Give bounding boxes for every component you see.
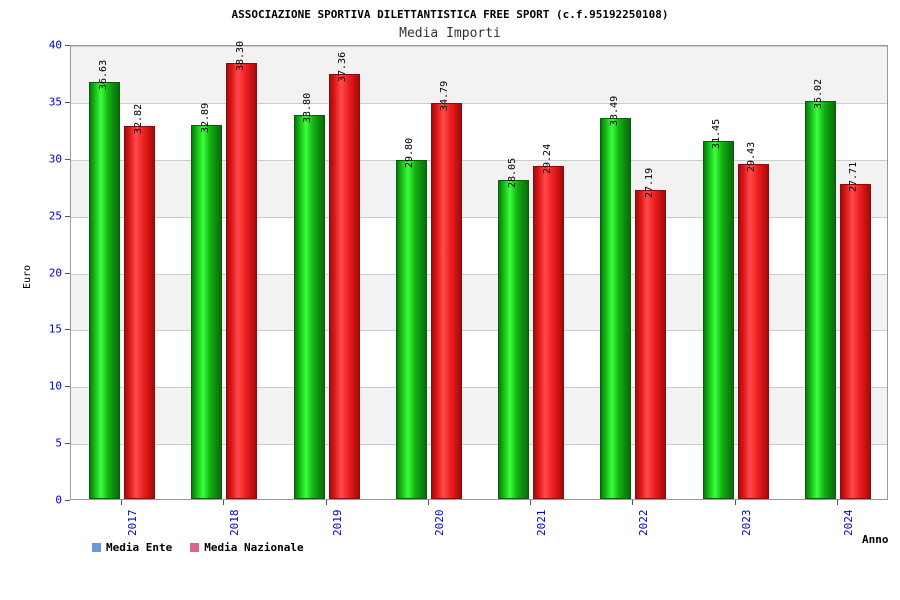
x-tick-label-2022: 2022 bbox=[637, 509, 651, 537]
y-tick-mark bbox=[65, 329, 70, 331]
y-tick-label: 15 bbox=[48, 322, 62, 336]
plot-band bbox=[71, 46, 887, 103]
y-tick-label: 20 bbox=[48, 266, 62, 279]
bar-value-label: 33.49 bbox=[608, 95, 620, 127]
y-gridline bbox=[71, 159, 887, 161]
bar-media-ente-2024 bbox=[804, 100, 836, 499]
bar-media-nazionale-2023 bbox=[737, 164, 769, 499]
chart-subtitle: Media Importi bbox=[399, 26, 501, 41]
bar-value-label: 29.43 bbox=[746, 142, 758, 173]
y-gridline bbox=[71, 273, 887, 275]
legend-label-media-nazionale: Media Nazionale bbox=[204, 541, 304, 554]
x-tick-label-2017: 2017 bbox=[126, 509, 140, 537]
x-axis-title: Anno bbox=[862, 533, 889, 546]
y-tick-label: 25 bbox=[48, 209, 62, 223]
bar-value-label: 27.19 bbox=[643, 167, 655, 198]
y-gridline bbox=[71, 216, 887, 218]
y-gridline bbox=[71, 330, 887, 332]
plot-area bbox=[70, 45, 888, 500]
bar-value-label: 38.30 bbox=[234, 41, 246, 72]
bar-value-label: 35.02 bbox=[813, 78, 825, 109]
x-tick-mark bbox=[121, 500, 123, 505]
legend-swatch-media-nazionale bbox=[190, 543, 200, 552]
bar-value-label: 32.82 bbox=[132, 103, 144, 134]
bar-media-ente-2022 bbox=[600, 118, 632, 499]
chart-legend: Media Ente Media Nazionale bbox=[92, 541, 304, 554]
y-tick-label: 35 bbox=[48, 95, 62, 109]
x-tick-mark bbox=[325, 500, 327, 505]
bar-value-label: 27.71 bbox=[848, 161, 860, 192]
legend-swatch-media-ente bbox=[92, 543, 101, 552]
bar-value-label: 31.45 bbox=[711, 119, 723, 150]
y-tick-mark bbox=[65, 386, 70, 388]
y-tick-mark bbox=[65, 45, 70, 46]
y-gridline bbox=[71, 387, 887, 389]
bar-media-nazionale-2024 bbox=[839, 183, 871, 499]
bar-media-nazionale-2017 bbox=[124, 125, 156, 499]
legend-label-media-ente: Media Ente bbox=[106, 541, 173, 554]
y-tick-mark bbox=[65, 101, 70, 103]
x-tick-mark bbox=[836, 500, 838, 505]
y-tick-mark bbox=[65, 443, 70, 445]
bar-media-nazionale-2021 bbox=[533, 166, 565, 499]
y-gridline bbox=[71, 46, 887, 47]
x-tick-label-2021: 2021 bbox=[535, 509, 549, 537]
y-tick-label: 10 bbox=[48, 379, 62, 393]
bar-media-ente-2018 bbox=[191, 124, 223, 499]
bar-value-label: 32.89 bbox=[199, 102, 211, 133]
x-tick-mark bbox=[632, 500, 634, 505]
x-tick-mark bbox=[427, 500, 429, 505]
y-tick-label: 0 bbox=[55, 493, 62, 507]
y-tick-mark bbox=[65, 500, 70, 501]
bar-value-label: 28.05 bbox=[506, 157, 518, 188]
y-tick-mark bbox=[65, 272, 70, 274]
bar-value-label: 29.24 bbox=[541, 144, 553, 175]
bar-value-label: 34.79 bbox=[439, 81, 451, 112]
x-tick-label-2019: 2019 bbox=[330, 509, 344, 537]
bar-media-nazionale-2022 bbox=[635, 189, 667, 499]
y-axis-title: Euro bbox=[22, 264, 33, 289]
x-tick-label-2023: 2023 bbox=[739, 509, 753, 537]
bar-value-label: 29.80 bbox=[404, 137, 416, 169]
bar-media-nazionale-2019 bbox=[328, 74, 360, 499]
x-tick-mark bbox=[223, 500, 225, 505]
x-tick-label-2018: 2018 bbox=[228, 509, 242, 537]
bar-media-nazionale-2020 bbox=[430, 103, 462, 499]
bar-value-label: 37.36 bbox=[337, 51, 349, 83]
legend-item-media-ente: Media Ente bbox=[92, 541, 172, 554]
x-tick-mark bbox=[734, 500, 736, 505]
chart-title: ASSOCIAZIONE SPORTIVA DILETTANTISTICA FR… bbox=[231, 8, 669, 21]
y-tick-label: 30 bbox=[48, 152, 62, 166]
bar-media-ente-2017 bbox=[89, 82, 121, 499]
y-tick-mark bbox=[65, 158, 70, 160]
x-tick-label-2024: 2024 bbox=[841, 509, 855, 537]
y-tick-label: 5 bbox=[55, 436, 62, 450]
y-tick-label: 40 bbox=[48, 38, 62, 52]
bar-media-ente-2020 bbox=[395, 160, 427, 499]
legend-item-media-nazionale: Media Nazionale bbox=[190, 541, 304, 554]
y-gridline bbox=[71, 444, 887, 446]
bar-media-ente-2023 bbox=[702, 141, 734, 499]
bar-value-label: 36.63 bbox=[97, 60, 109, 91]
y-tick-mark bbox=[65, 215, 70, 217]
x-tick-label-2020: 2020 bbox=[432, 509, 446, 537]
x-tick-mark bbox=[530, 500, 532, 505]
y-gridline bbox=[71, 102, 887, 104]
bar-media-ente-2021 bbox=[498, 179, 530, 499]
bar-media-ente-2019 bbox=[293, 114, 325, 499]
bar-media-nazionale-2018 bbox=[226, 63, 258, 499]
bar-value-label: 33.80 bbox=[302, 92, 314, 123]
